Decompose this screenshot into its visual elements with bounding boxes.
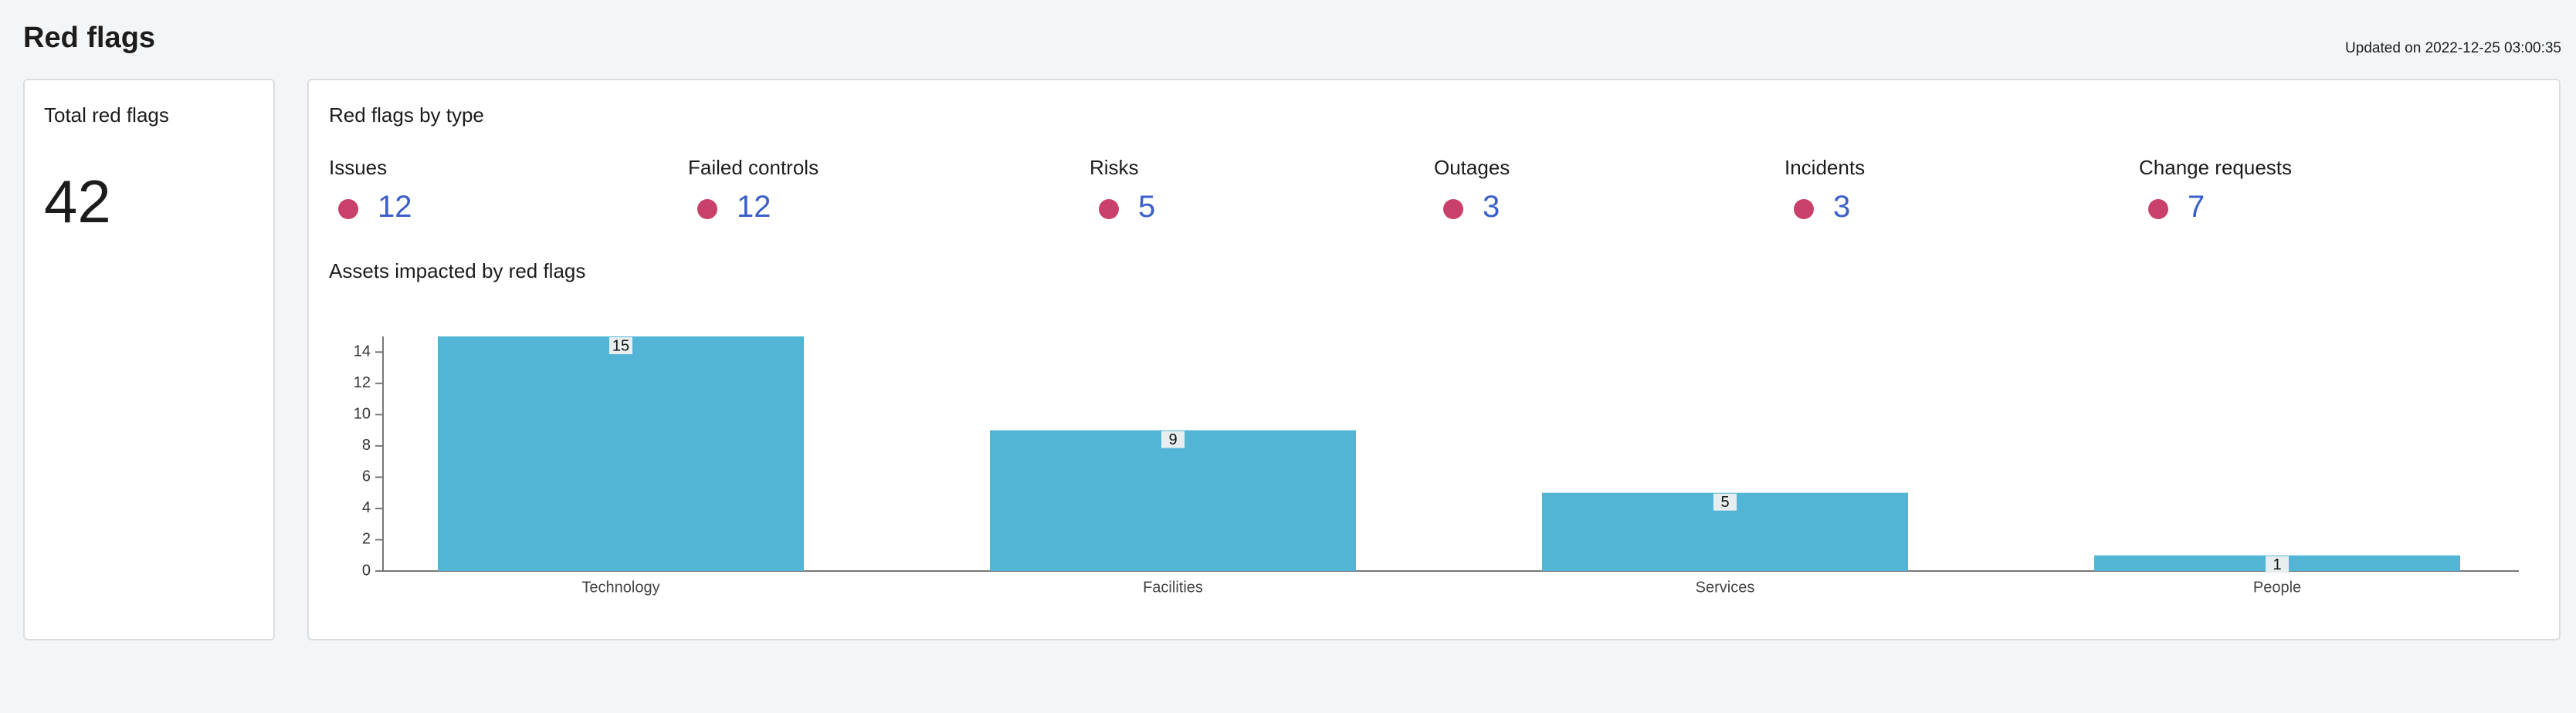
chart-title: Assets impacted by red flags [329,259,586,282]
y-tick-label: 8 [362,437,371,454]
type-name: Incidents [1785,156,1866,179]
type-title: Red flags by type [329,103,484,127]
y-tick-label: 2 [362,531,371,548]
type-value: 12 [737,190,771,224]
value-label: 5 [1720,494,1729,511]
type-value: 7 [2188,190,2205,224]
y-tick-label: 12 [354,374,371,391]
y-tick-label: 0 [362,562,371,579]
page-title: Red flags [23,22,156,54]
total-label: Total red flags [44,103,169,127]
x-tick-label: Technology [581,579,659,596]
value-label: 1 [2273,556,2281,573]
chart: 0 2 4 6 8 10 12 14 15 Technology 9 Facilities 5 Servi… [354,336,2519,596]
type-value: 5 [1138,190,1156,224]
total-value: 42 [44,167,111,235]
bar [990,430,1356,571]
y-tick-label: 6 [362,468,371,485]
value-label-bg [2266,556,2289,573]
y-tick-label: 10 [354,406,371,423]
x-tick-label: People [2253,579,2301,596]
type-dot [1443,199,1463,219]
x-tick-label: Services [1696,579,1755,596]
value-label: 9 [1168,431,1177,448]
type-value: 12 [378,190,412,224]
type-value: 3 [1833,190,1851,224]
value-label-bg [1713,493,1737,511]
type-name: Failed controls [688,156,819,179]
type-name: Change requests [2139,156,2293,179]
type-card: Red flags by type Assets impacted by red… [307,79,2561,640]
type-dot [2148,199,2168,219]
type-dot [1099,199,1119,219]
type-dot [697,199,717,219]
total-card: Total red flags 42 [23,79,275,640]
x-tick-label: Facilities [1143,579,1203,596]
y-tick-label: 4 [362,499,371,516]
page: Red flags Updated on 2022-12-25 03:00:35… [23,22,2561,640]
value-label-bg [1161,431,1185,448]
y-tick-label: 14 [354,343,371,360]
value-label: 15 [612,337,629,354]
type-dot [338,199,358,219]
type-dot [1794,199,1814,219]
updated-time: Updated on 2022-12-25 03:00:35 [2345,40,2561,56]
bar [438,336,804,571]
type-value: 3 [1483,190,1500,224]
type-name: Issues [329,156,388,179]
type-name: Risks [1090,156,1139,179]
value-label-bg [609,337,632,354]
type-name: Outages [1434,156,1510,179]
